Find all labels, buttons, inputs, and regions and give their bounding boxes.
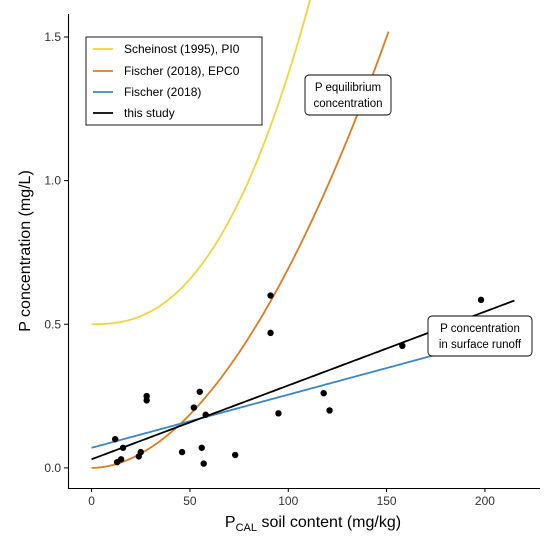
data-point (117, 456, 125, 463)
y-axis-ticks: 0.0 0.5 1.0 1.5 (44, 30, 68, 475)
annotation-equilibrium-box (304, 74, 392, 116)
data-point (196, 388, 203, 395)
annotation-runoff-line-1: P concentration (440, 323, 520, 335)
x-tick-label: 100 (278, 494, 298, 508)
data-point (399, 342, 406, 349)
data-point (119, 444, 127, 451)
annotation-equilibrium-line-1: P equilibrium (315, 82, 381, 94)
data-point (200, 460, 207, 467)
data-point (112, 435, 119, 443)
annotation-equilibrium-line-2: concentration (313, 98, 382, 110)
data-point (267, 329, 274, 337)
data-point (477, 296, 485, 304)
y-tick-label: 1.0 (44, 174, 61, 188)
legend-label-this-study: this study (124, 106, 175, 120)
data-point (198, 444, 205, 451)
y-tick-label: 0.0 (44, 461, 61, 475)
y-axis-title: P concentration (mg/L) (17, 170, 34, 332)
x-axis-ticks: 0 50 100 150 200 (88, 488, 495, 508)
x-tick-label: 50 (183, 494, 197, 508)
legend-label-fischer: Fischer (2018) (124, 85, 201, 99)
x-tick-label: 200 (475, 494, 495, 508)
legend-box (85, 36, 263, 126)
series-line-fischer (91, 340, 486, 449)
annotation-equilibrium: P equilibrium concentration (304, 74, 392, 116)
data-point (143, 397, 150, 404)
annotation-runoff: P concentration in surface runoff (427, 315, 533, 357)
legend-label-scheinost: Scheinost (1995), PI0 (124, 42, 240, 56)
y-tick-label: 1.5 (44, 30, 61, 44)
data-point (137, 448, 144, 456)
x-tick-label: 150 (377, 494, 397, 508)
data-point (267, 292, 274, 299)
annotation-runoff-box (427, 315, 533, 357)
data-point (231, 451, 239, 459)
x-axis-title-main: P (225, 514, 236, 531)
data-points (112, 292, 485, 467)
data-point (178, 448, 186, 456)
annotation-runoff-line-2: in surface runoff (439, 339, 522, 351)
y-tick-label: 0.5 (44, 317, 61, 331)
x-axis-title: PCAL soil content (mg/kg) (225, 514, 401, 534)
data-point (275, 410, 282, 417)
x-axis-title-rest: soil content (mg/kg) (257, 514, 401, 531)
x-tick-label: 0 (88, 494, 95, 508)
x-axis-title-subscript: CAL (236, 522, 257, 534)
data-point (202, 411, 209, 418)
data-point (326, 407, 333, 414)
legend: Scheinost (1995), PI0 Fischer (2018), EP… (85, 36, 263, 126)
data-point (320, 390, 327, 397)
plot-panel (67, 14, 540, 490)
data-point (190, 404, 198, 411)
legend-label-fischer-epc0: Fischer (2018), EPC0 (124, 64, 240, 78)
series-line-scheinost (91, 0, 311, 326)
